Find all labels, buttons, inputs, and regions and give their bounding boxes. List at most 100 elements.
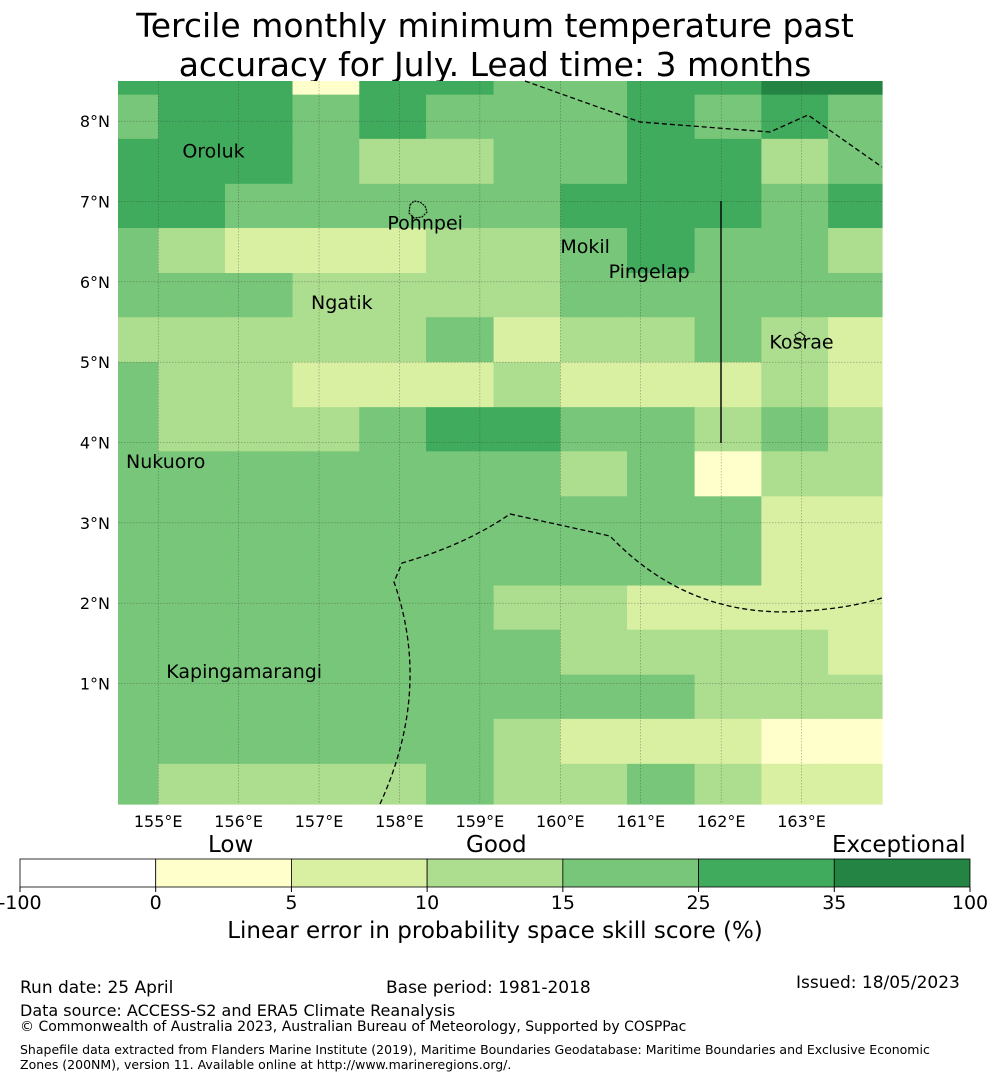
skill-cell — [828, 362, 883, 408]
skill-cell — [493, 317, 561, 363]
skill-cell — [158, 407, 226, 452]
skill-cell — [761, 674, 829, 720]
skill-cell — [828, 228, 883, 274]
skill-cell — [118, 228, 159, 274]
skill-cell — [828, 629, 883, 676]
base-period: Base period: 1981-2018 — [386, 978, 591, 998]
skill-cell — [158, 718, 226, 765]
skill-cell — [426, 718, 495, 765]
skill-cell — [224, 81, 294, 96]
skill-cell — [118, 629, 159, 676]
skill-cell — [292, 94, 360, 140]
skill-cell — [426, 138, 495, 185]
skill-cell — [118, 674, 159, 720]
legend-bin — [698, 858, 835, 888]
shapefile-credit: Shapefile data extracted from Flanders M… — [20, 1042, 930, 1072]
skill-cell — [158, 272, 226, 318]
skill-cell — [292, 718, 360, 765]
skill-cell — [560, 451, 628, 497]
skill-cell — [224, 407, 294, 452]
skill-cell — [828, 81, 883, 96]
skill-cell — [694, 540, 762, 587]
skill-cell — [224, 94, 294, 140]
skill-cell — [158, 629, 226, 676]
skill-cell — [359, 718, 427, 765]
skill-cell — [118, 362, 159, 408]
skill-cell — [359, 407, 427, 452]
skill-cell — [292, 183, 360, 229]
legend-bin — [833, 858, 971, 888]
skill-cell — [359, 94, 427, 140]
skill-cell — [292, 763, 360, 805]
lon-tick-label: 161°E — [616, 812, 665, 830]
skill-cell — [560, 138, 628, 185]
skill-cell — [493, 94, 561, 140]
skill-cell — [694, 317, 762, 363]
lon-tick-label: 162°E — [697, 812, 746, 830]
lon-tick-label: 155°E — [134, 812, 183, 830]
data-source: Data source: ACCESS-S2 and ERA5 Climate … — [20, 1001, 456, 1020]
skill-cell — [158, 317, 226, 363]
lat-tick-label: 4°N — [80, 434, 110, 453]
skill-cell — [560, 496, 628, 542]
skill-cell — [493, 362, 561, 408]
place-label: Oroluk — [182, 140, 244, 162]
skill-cell — [426, 228, 495, 274]
skill-cell — [158, 362, 226, 408]
skill-cell — [560, 674, 628, 720]
skill-cell — [627, 451, 696, 497]
legend-tick-label: 10 — [415, 892, 439, 914]
chart-title: Tercile monthly minimum temperature past… — [0, 6, 990, 84]
skill-cell — [694, 362, 762, 408]
skill-cell — [118, 585, 159, 631]
lon-tick-label: 158°E — [375, 812, 424, 830]
skill-cell — [761, 183, 829, 229]
skill-cell — [493, 496, 561, 542]
skill-cell — [627, 674, 696, 720]
skill-cell — [224, 763, 294, 805]
skill-cell — [426, 540, 495, 587]
skill-cell — [118, 183, 159, 229]
skill-cell — [493, 674, 561, 720]
skill-cell — [694, 763, 762, 805]
skill-cell — [158, 138, 226, 185]
skill-cell — [493, 81, 561, 96]
skill-cell — [493, 138, 561, 185]
skill-cell — [627, 317, 696, 363]
skill-cell — [627, 718, 696, 765]
issued-date: Issued: 18/05/2023 — [796, 973, 960, 993]
skill-cell — [359, 451, 427, 497]
skill-cell — [292, 674, 360, 720]
skill-cell — [694, 138, 762, 185]
skill-cell — [118, 138, 159, 185]
skill-cell — [560, 407, 628, 452]
skill-cell — [359, 540, 427, 587]
skill-cell — [627, 496, 696, 542]
skill-cell — [292, 585, 360, 631]
skill-cell — [828, 407, 883, 452]
skill-cell — [627, 763, 696, 805]
lat-tick-label: 7°N — [80, 193, 110, 212]
skill-cell — [560, 183, 628, 229]
skill-cell — [560, 540, 628, 587]
skill-cell — [158, 81, 226, 96]
eez-boundary-south — [379, 513, 883, 805]
skill-cell — [292, 81, 360, 96]
longitude-tick-labels: 155°E 156°E 157°E 158°E 159°E 160°E 161°E 162°E… — [134, 812, 826, 830]
skill-cell — [224, 362, 294, 408]
skill-cell — [627, 362, 696, 408]
skill-cell — [694, 407, 762, 452]
skill-cell — [292, 272, 360, 318]
skill-cell — [118, 718, 159, 765]
place-label: Kosrae — [769, 332, 833, 354]
legend-category-low: Low — [208, 832, 254, 858]
lat-tick-label: 8°N — [80, 112, 110, 131]
legend-tick-label: 100 — [952, 892, 988, 914]
skill-cell — [359, 585, 427, 631]
skill-cell — [493, 228, 561, 274]
skill-cell — [426, 272, 495, 318]
place-label: Nukuoro — [126, 451, 205, 473]
skill-cell — [118, 540, 159, 587]
skill-cell — [158, 183, 226, 229]
skill-cell — [560, 94, 628, 140]
